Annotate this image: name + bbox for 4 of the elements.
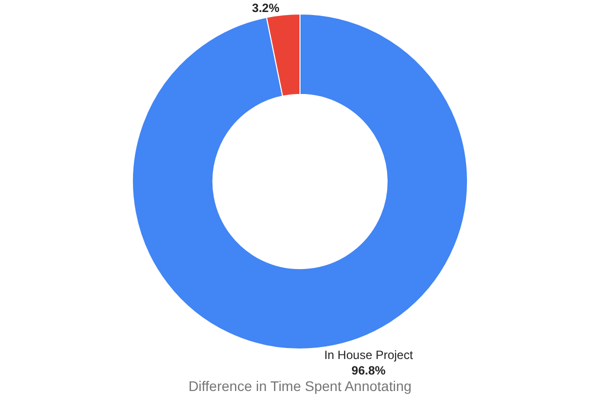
data-label: 96.8% (352, 364, 386, 378)
data-label: 3.2% (252, 0, 280, 15)
slice-label: In House Project (324, 348, 414, 362)
text: Difference in Time Spent Annotating (188, 378, 412, 394)
